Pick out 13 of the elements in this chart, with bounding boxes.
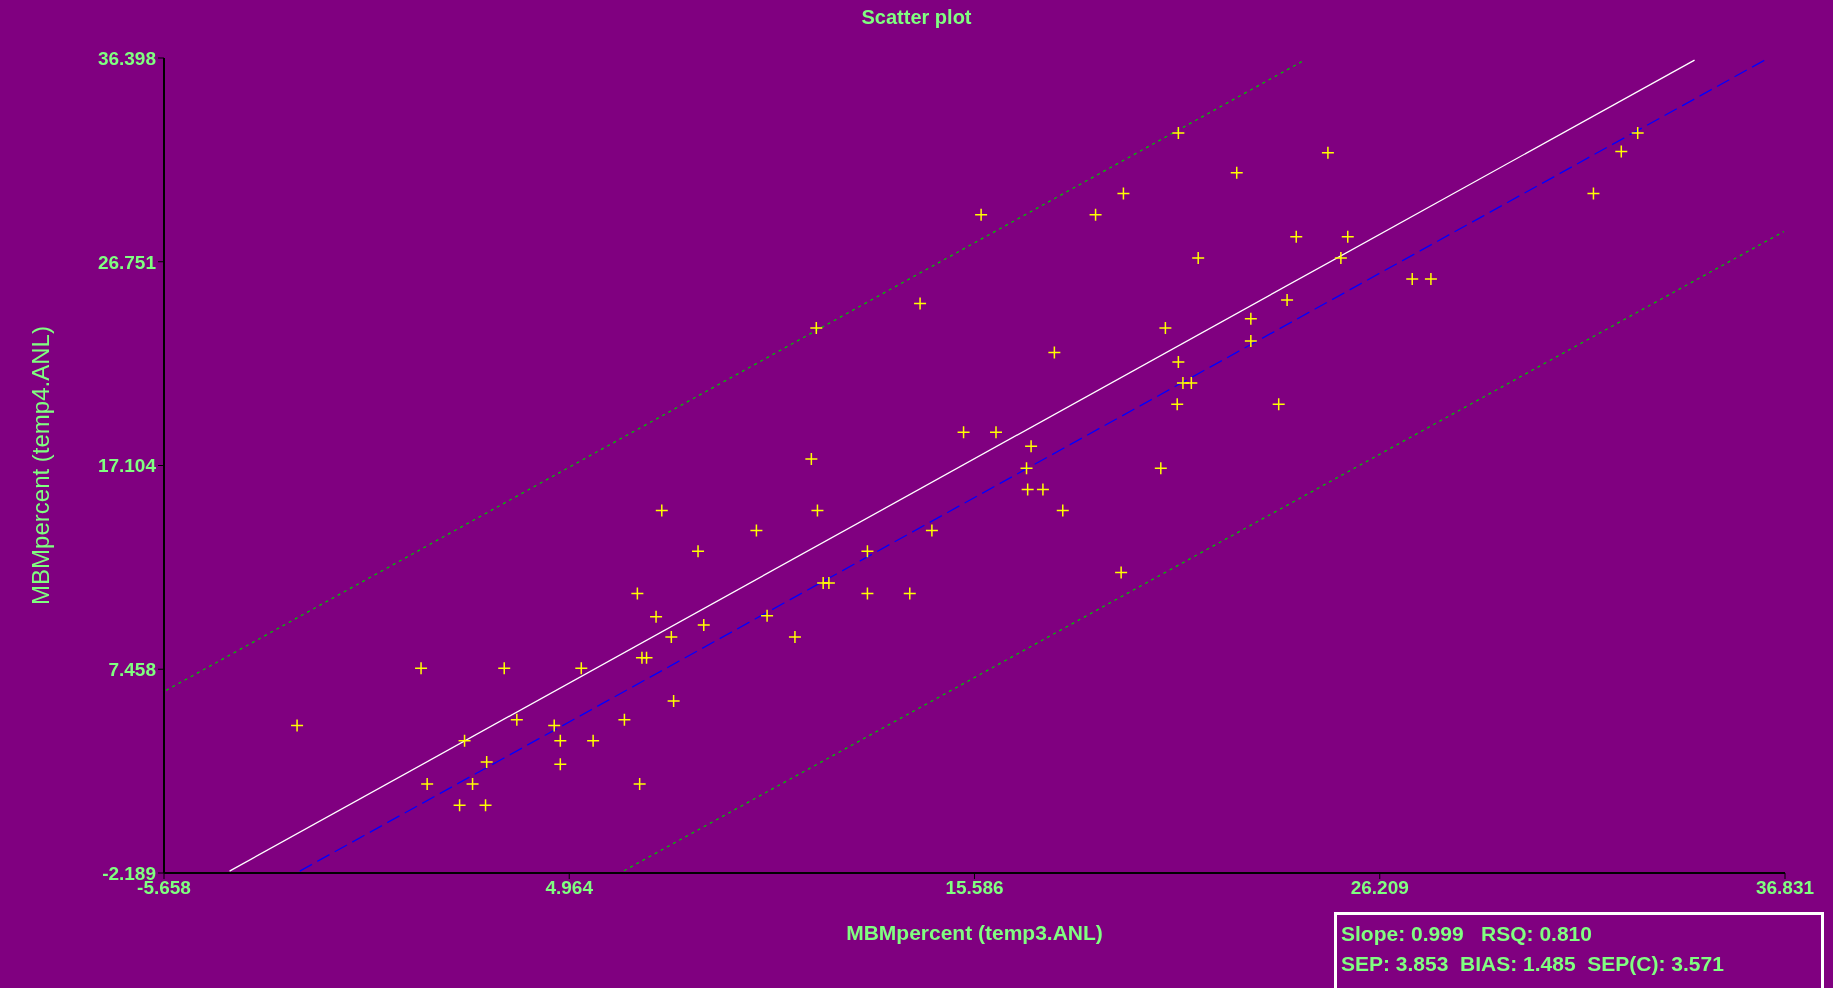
y-tick-label: 36.398	[97, 47, 156, 69]
x-tick-label: 4.964	[545, 877, 594, 899]
x-tick-label: 26.209	[1350, 877, 1409, 899]
text: Slope: 0.999 RSQ: 0.810	[1341, 921, 1593, 947]
x-tick-label: 15.586	[945, 877, 1004, 899]
y-tick-label: 7.458	[108, 658, 156, 680]
chart-title: Scatter plot	[860, 6, 973, 29]
x-axis-title: MBMpercent (temp3.ANL)	[846, 920, 1103, 944]
y-axis-title: MBMpercent (temp4.ANL)	[26, 326, 54, 605]
y-tick-label: 26.751	[97, 251, 157, 273]
y-tick-label: 17.104	[97, 455, 157, 477]
x-tick-label: 36.831	[1755, 877, 1815, 899]
text: SEP: 3.853 BIAS: 1.485 SEP(C): 3.571	[1341, 951, 1725, 977]
